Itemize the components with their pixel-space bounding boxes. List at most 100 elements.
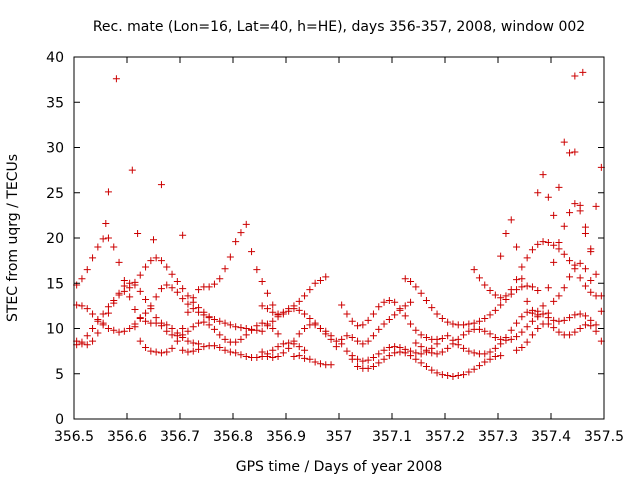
data-point: [89, 254, 97, 262]
data-point: [343, 332, 351, 340]
data-point: [295, 352, 303, 360]
data-point: [460, 321, 468, 329]
data-point: [348, 317, 356, 325]
data-point: [189, 339, 197, 347]
data-point: [534, 240, 542, 248]
data-point: [168, 270, 176, 278]
x-tick-label: 356.8: [213, 429, 253, 445]
data-point: [369, 310, 377, 318]
data-point: [163, 348, 171, 356]
data-point: [560, 222, 568, 230]
data-point: [332, 343, 340, 351]
data-point: [142, 296, 150, 304]
data-point: [184, 327, 192, 335]
data-point: [226, 348, 234, 356]
data-point: [152, 254, 160, 262]
data-point: [99, 235, 107, 243]
data-point: [576, 310, 584, 318]
data-point: [189, 294, 197, 302]
data-point: [142, 263, 150, 271]
data-point: [571, 328, 579, 336]
data-point: [221, 335, 229, 343]
data-point: [205, 321, 213, 329]
data-point: [173, 288, 181, 296]
y-tick-label: 10: [46, 322, 64, 338]
data-point: [587, 248, 595, 256]
x-tick-label: 356.9: [266, 429, 306, 445]
data-point: [433, 369, 441, 377]
data-point: [322, 273, 330, 281]
data-point: [385, 296, 393, 304]
data-point: [544, 320, 552, 328]
data-point: [592, 292, 600, 300]
data-point: [491, 334, 499, 342]
data-point: [486, 330, 494, 338]
data-point: [237, 335, 245, 343]
data-point: [110, 296, 118, 304]
data-point: [269, 325, 277, 332]
data-point: [576, 259, 584, 267]
data-point: [285, 307, 293, 315]
data-point: [359, 340, 367, 348]
x-tick-label: 357.1: [372, 429, 412, 445]
data-point: [507, 326, 515, 334]
data-point: [518, 283, 526, 291]
data-point: [99, 310, 107, 318]
data-point: [491, 291, 499, 299]
data-point: [316, 277, 324, 285]
data-point: [126, 325, 134, 332]
data-point: [465, 368, 473, 376]
data-point: [412, 326, 420, 334]
data-point: [110, 326, 118, 334]
data-point: [232, 323, 240, 331]
data-point: [470, 319, 478, 327]
data-point: [460, 371, 468, 379]
data-point: [396, 305, 404, 313]
data-point: [566, 314, 574, 322]
data-point: [581, 321, 589, 329]
data-point: [348, 334, 356, 342]
data-point: [550, 324, 558, 332]
data-point: [258, 327, 266, 335]
data-point: [189, 305, 197, 313]
data-point: [592, 270, 600, 278]
data-point: [454, 341, 462, 349]
x-tick-label: 357.2: [425, 429, 465, 445]
x-axis-label: GPS time / Days of year 2008: [236, 459, 443, 475]
y-tick-label: 30: [46, 141, 64, 157]
data-point: [555, 245, 563, 253]
data-point: [433, 335, 441, 343]
data-point: [566, 331, 574, 339]
data-point: [269, 308, 277, 316]
y-tick-label: 0: [55, 412, 64, 428]
data-point: [136, 287, 144, 295]
data-point: [147, 347, 155, 355]
data-point: [523, 338, 531, 346]
data-point: [576, 325, 584, 332]
data-point: [316, 325, 324, 332]
data-point: [460, 344, 468, 352]
data-point: [475, 317, 483, 325]
data-point: [550, 211, 558, 219]
data-point: [279, 340, 287, 348]
data-point: [126, 293, 134, 301]
data-point: [444, 318, 452, 326]
data-point: [592, 327, 600, 335]
data-point: [481, 327, 489, 335]
data-point: [110, 243, 118, 251]
data-point: [168, 284, 176, 292]
data-point: [221, 265, 229, 273]
data-point: [94, 329, 102, 337]
data-point: [375, 359, 383, 367]
data-point: [210, 280, 218, 288]
data-point: [369, 363, 377, 371]
plot-frame: [73, 56, 605, 420]
data-point: [147, 257, 155, 265]
data-point: [274, 330, 282, 338]
data-point: [407, 277, 415, 285]
data-point: [269, 301, 277, 309]
data-point: [438, 315, 446, 323]
data-point: [475, 274, 483, 282]
data-point: [396, 348, 404, 356]
data-point: [99, 319, 107, 327]
